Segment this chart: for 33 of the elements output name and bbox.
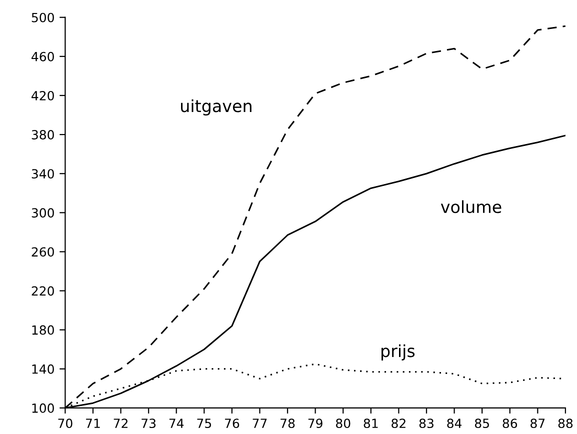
- x-tick-label: 74: [169, 418, 184, 428]
- x-tick-label: 73: [142, 418, 156, 428]
- x-tick-label: 82: [392, 418, 406, 428]
- x-tick-label: 77: [252, 418, 267, 428]
- x-tick-label: 81: [364, 418, 378, 428]
- y-tick-label: 100: [32, 403, 54, 413]
- x-tick-label: 85: [474, 418, 489, 428]
- x-tick-label: 80: [336, 418, 350, 428]
- x-tick-label: 86: [502, 418, 518, 428]
- y-tick-label: 180: [32, 325, 54, 335]
- x-tick-label: 75: [197, 418, 212, 428]
- y-tick-label: 140: [32, 364, 54, 374]
- y-tick-label: 260: [32, 247, 54, 257]
- y-tick-label: 340: [32, 169, 54, 179]
- y-tick-label: 220: [32, 286, 54, 296]
- y-tick-label: 300: [32, 208, 54, 218]
- x-tick-label: 72: [114, 418, 128, 428]
- x-tick-label: 70: [58, 418, 72, 428]
- y-tick-label: 420: [32, 90, 54, 100]
- x-tick-label: 84: [447, 418, 462, 428]
- x-tick-label: 78: [280, 418, 295, 428]
- x-tick-label: 76: [225, 418, 240, 428]
- y-tick-label: 460: [32, 52, 54, 62]
- x-tick-label: 88: [558, 418, 573, 428]
- series-label: prijs: [382, 344, 415, 360]
- y-tick-label: 500: [32, 12, 54, 22]
- x-tick-label: 83: [419, 418, 434, 428]
- y-tick-label: 380: [32, 130, 54, 140]
- x-tick-label: 87: [530, 418, 545, 428]
- text: uitgaven: [181, 99, 252, 116]
- series-label: volume: [440, 200, 502, 214]
- x-tick-label: 71: [86, 418, 100, 428]
- x-tick-label: 79: [308, 418, 322, 428]
